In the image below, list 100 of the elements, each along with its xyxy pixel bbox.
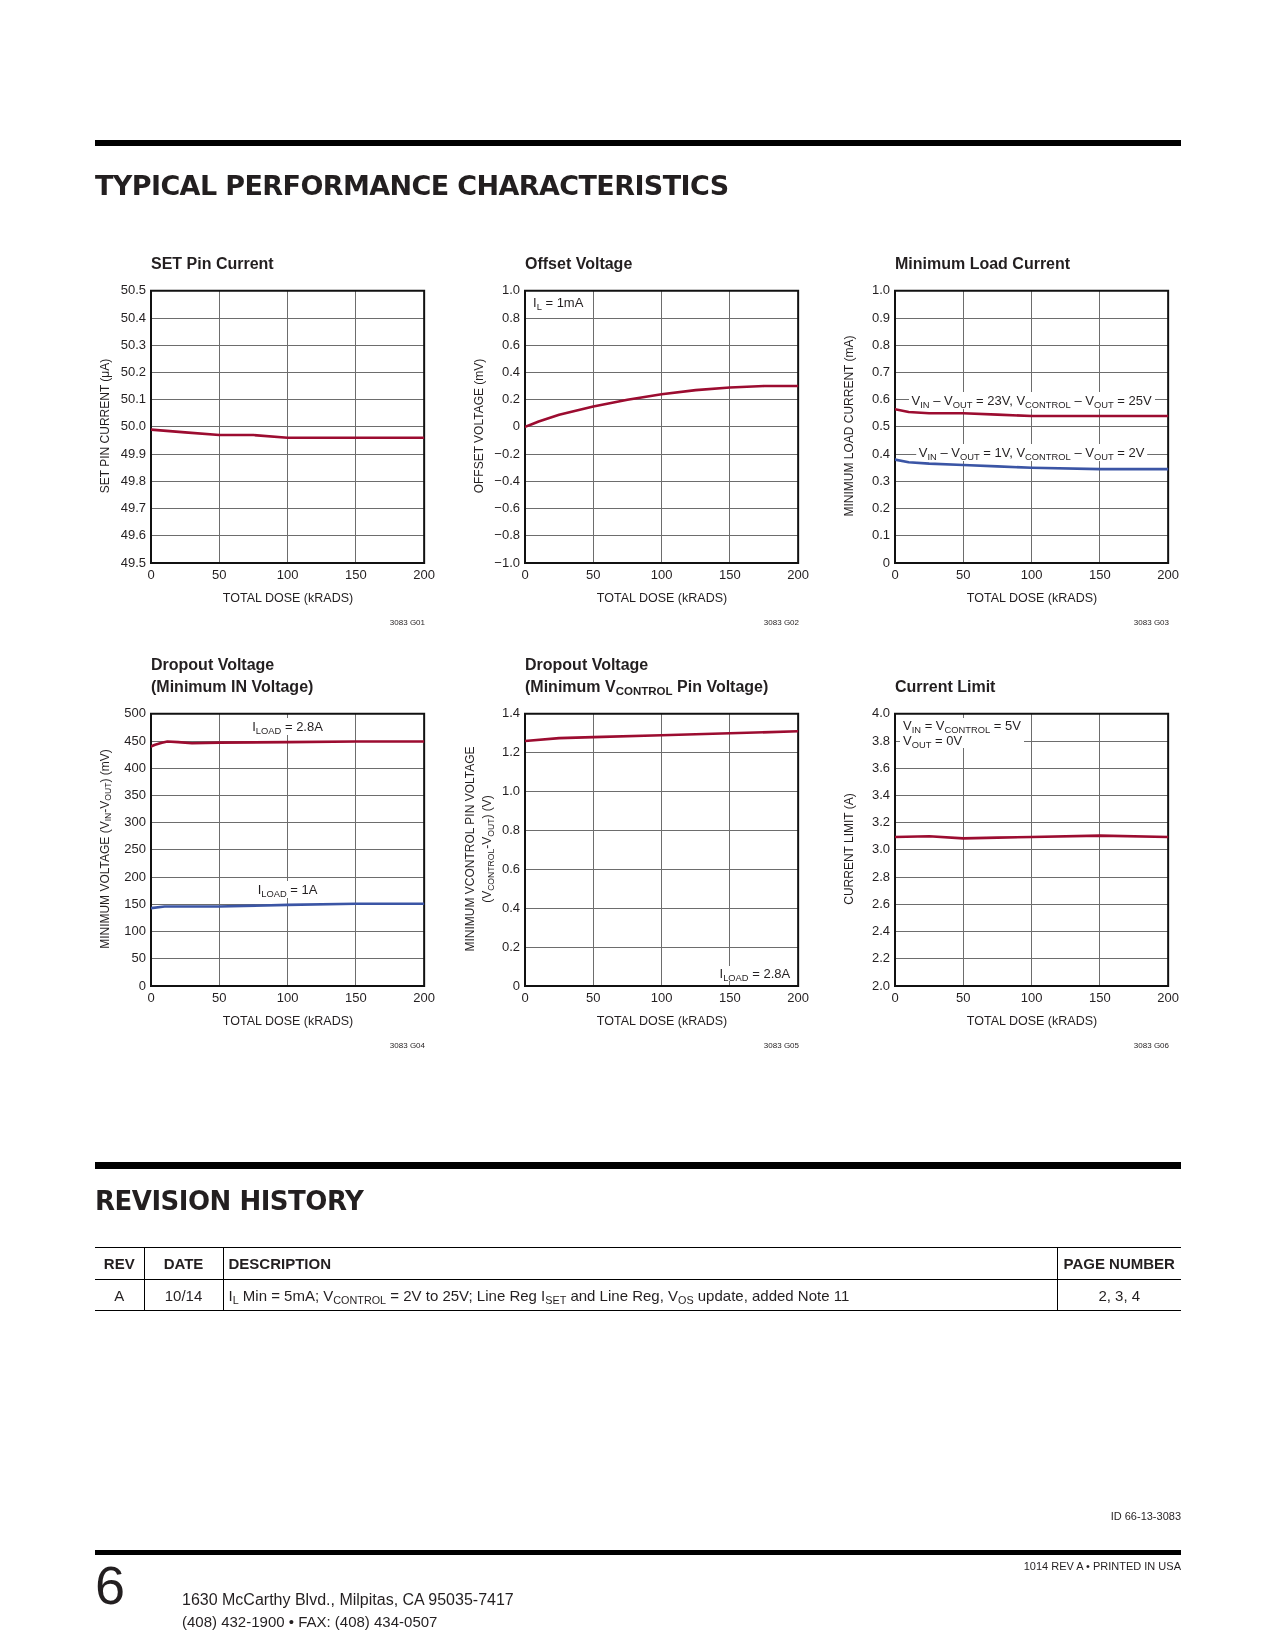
x-tick-label: 50	[586, 990, 601, 1006]
y-tick-label: 50.4	[120, 309, 146, 325]
x-tick-label: 150	[1089, 567, 1111, 583]
text: V$_{IN}$ = V$_{CONTROL}$ = 5V V$_{OUT}$ = 0V	[903, 717, 1021, 750]
x-tick-label: 100	[1020, 567, 1043, 583]
x-tick-label: 150	[345, 567, 367, 583]
y-tick-label: 0	[138, 977, 146, 993]
y-tick-label: 3.2	[871, 814, 890, 830]
x-axis-title: TOTAL DOSE (kRADS)	[596, 1013, 728, 1029]
category-label: REV	[95, 1247, 144, 1280]
y-tick-label: −1.0	[494, 554, 520, 570]
x-tick-label: 150	[719, 990, 741, 1006]
y-tick-label: 4.0	[871, 705, 890, 721]
y-tick-label: 2.0	[871, 977, 890, 993]
x-tick-label: 100	[276, 567, 299, 583]
x-tick-label: 100	[1020, 990, 1043, 1006]
x-tick-label: 100	[276, 990, 299, 1006]
x-tick-label: 200	[413, 567, 436, 583]
y-tick-label: 49.8	[120, 472, 146, 488]
chart-title: Current Limit	[895, 677, 996, 697]
x-axis-title: TOTAL DOSE (kRADS)	[222, 1013, 354, 1029]
chart-title: Dropout Voltage (Minimum IN Voltage)	[151, 655, 314, 697]
x-axis-title: TOTAL DOSE (kRADS)	[222, 590, 354, 606]
x-axis-title: TOTAL DOSE (kRADS)	[596, 590, 728, 606]
y-tick-label: 50.5	[120, 282, 146, 298]
text: V$_{IN}$ – V$_{OUT}$ = 23V, V$_{CONTROL}$ – V$_{OUT}$ = 25V	[911, 393, 1152, 410]
y-tick-label: 450	[124, 732, 146, 748]
text: (408) 432-1900 • FAX: (408) 434-0507	[182, 1613, 438, 1631]
y-tick-label: 49.7	[120, 500, 146, 516]
y-tick-label: 2.2	[871, 950, 890, 966]
y-tick-label: 1.0	[871, 282, 890, 298]
y-tick-label: 3.8	[871, 732, 890, 748]
y-axis-title: CURRENT LIMIT (A)	[840, 792, 857, 905]
text: 1630 McCarthy Blvd., Milpitas, CA 95035-7417	[182, 1591, 514, 1609]
series-label: I$_{LOAD}$ = 1A	[257, 880, 318, 899]
y-tick-label: 0.7	[871, 364, 890, 380]
y-tick-label: 500	[124, 705, 146, 721]
text: 6	[95, 1555, 126, 1615]
y-tick-label: 0.4	[501, 899, 520, 915]
x-tick-label: 200	[787, 567, 810, 583]
y-tick-label: −0.2	[494, 445, 520, 461]
y-tick-label: 0	[882, 554, 890, 570]
y-tick-label: 0.6	[501, 336, 520, 352]
y-tick-label: 49.6	[120, 527, 146, 543]
category-label: DESCRIPTION	[223, 1247, 1057, 1280]
y-tick-label: 300	[124, 814, 146, 830]
text: REVISION HISTORY	[95, 1185, 364, 1218]
y-tick-label: 50.0	[120, 418, 146, 434]
y-tick-label: −0.8	[494, 527, 520, 543]
y-tick-label: 0.2	[871, 500, 890, 516]
y-tick-label: 50.2	[120, 364, 146, 380]
y-tick-label: 50.1	[120, 391, 146, 407]
y-tick-label: 0.8	[871, 336, 890, 352]
x-tick-label: 150	[719, 567, 741, 583]
x-tick-label: 200	[413, 990, 436, 1006]
text: 3083 G05	[763, 1041, 799, 1051]
text: 2, 3, 4	[1057, 1279, 1181, 1311]
y-tick-label: 1.0	[501, 783, 520, 799]
x-tick-label: 50	[956, 990, 971, 1006]
series-label: I$_{LOAD}$ = 2.8A	[252, 718, 323, 736]
x-tick-label: 200	[1157, 990, 1180, 1006]
chart-title: Offset Voltage	[525, 254, 633, 274]
y-axis-title: OFFSET VOLTAGE (mV)	[470, 358, 487, 493]
text: ID 66-13-3083	[1110, 1509, 1181, 1523]
y-tick-label: 150	[124, 895, 146, 911]
text: V$_{IN}$ – V$_{OUT}$ = 1V, V$_{CONTROL}$ – V$_{OUT}$ = 2V	[918, 444, 1145, 462]
y-tick-label: 100	[124, 923, 146, 939]
y-tick-label: 50.3	[120, 336, 146, 352]
y-tick-label: 3.4	[871, 787, 890, 803]
y-tick-label: 2.4	[871, 923, 890, 939]
y-tick-label: 0.4	[871, 445, 890, 461]
y-tick-label: 50	[131, 950, 146, 966]
y-tick-label: 3.6	[871, 759, 890, 775]
chart-title: Minimum Load Current	[895, 254, 1071, 274]
y-tick-label: 0.4	[501, 364, 520, 380]
text: TYPICAL PERFORMANCE CHARACTERISTICS	[95, 169, 729, 203]
x-tick-label: 150	[1089, 990, 1111, 1006]
x-tick-label: 200	[787, 990, 810, 1006]
annotation: I$_{LOAD}$ = 2.8A	[719, 966, 791, 983]
y-tick-label: 0.8	[501, 822, 520, 838]
y-tick-label: 0.2	[501, 391, 520, 407]
category-label: DATE	[144, 1247, 223, 1280]
y-tick-label: 3.0	[871, 841, 890, 857]
x-axis-title: TOTAL DOSE (kRADS)	[966, 590, 1098, 606]
chart-title: SET Pin Current	[151, 254, 274, 274]
y-tick-label: 1.2	[501, 744, 520, 760]
x-tick-label: 50	[586, 567, 601, 583]
y-tick-label: 1.4	[501, 705, 520, 721]
x-tick-label: 50	[212, 990, 227, 1006]
annotation: I$_{L}$ = 1mA	[533, 294, 584, 312]
x-tick-label: 100	[650, 567, 673, 583]
text: 3083 G03	[1133, 618, 1169, 628]
x-tick-label: 50	[212, 567, 227, 583]
chart-title: Dropout Voltage (Minimum V$_{CONTROL}$ Pin Voltage)	[525, 655, 769, 698]
y-tick-label: 2.8	[871, 868, 890, 884]
text: A	[95, 1279, 144, 1311]
y-tick-label: 350	[124, 787, 146, 803]
y-tick-label: 400	[124, 759, 146, 775]
y-tick-label: 0	[512, 418, 520, 434]
x-tick-label: 200	[1157, 567, 1180, 583]
